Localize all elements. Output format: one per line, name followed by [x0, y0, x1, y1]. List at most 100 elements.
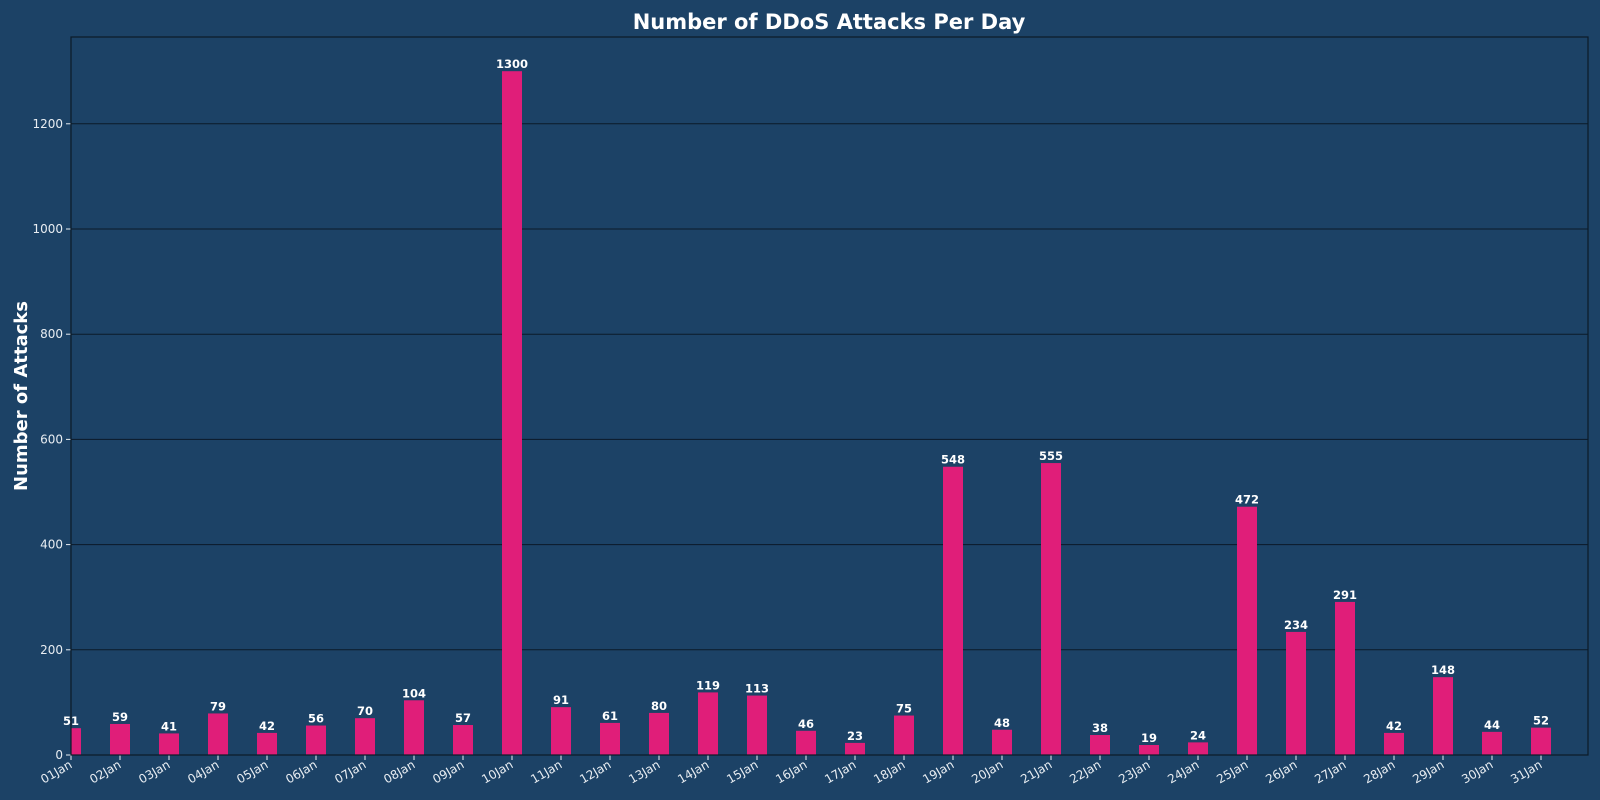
data-label-25Jan: 472: [1235, 493, 1259, 507]
data-label-11Jan: 91: [553, 693, 569, 707]
data-label-02Jan: 59: [112, 710, 128, 724]
x-tick-label-07Jan: 07Jan: [332, 757, 368, 786]
bar-05Jan: [257, 732, 277, 755]
y-tick-label: 200: [40, 643, 63, 657]
data-label-12Jan: 61: [602, 709, 618, 723]
bar-10Jan: [502, 71, 522, 755]
data-label-28Jan: 42: [1386, 719, 1402, 733]
plot-frame: [70, 36, 1589, 756]
x-tick-label-06Jan: 06Jan: [283, 757, 319, 786]
data-label-29Jan: 148: [1431, 663, 1455, 677]
bar-19Jan: [943, 466, 963, 755]
x-tick-label-11Jan: 11Jan: [528, 757, 564, 786]
bar-11Jan: [551, 707, 571, 755]
data-label-21Jan: 555: [1039, 449, 1063, 463]
x-tick-label-16Jan: 16Jan: [773, 757, 809, 786]
x-tick-label-29Jan: 29Jan: [1410, 757, 1446, 786]
bar-01Jan: [71, 728, 81, 755]
x-tick-label-26Jan: 26Jan: [1263, 757, 1299, 786]
bar-29Jan: [1433, 677, 1453, 755]
x-tick-label-28Jan: 28Jan: [1361, 757, 1397, 786]
y-tick-label: 1200: [32, 117, 63, 131]
data-label-30Jan: 44: [1484, 718, 1500, 732]
bars: [71, 71, 1551, 755]
data-label-10Jan: 1300: [496, 57, 528, 71]
bar-27Jan: [1335, 601, 1355, 755]
y-axis-label: Number of Attacks: [11, 301, 32, 491]
y-tick-label: 800: [40, 327, 63, 341]
x-tick-label-24Jan: 24Jan: [1165, 757, 1201, 786]
x-tick-label-19Jan: 19Jan: [920, 757, 956, 786]
x-tick-label-13Jan: 13Jan: [626, 757, 662, 786]
x-tick-label-04Jan: 04Jan: [185, 757, 221, 786]
bar-21Jan: [1041, 463, 1061, 755]
x-tick-label-10Jan: 10Jan: [479, 757, 515, 786]
x-tick-label-03Jan: 03Jan: [136, 757, 172, 786]
bar-17Jan: [845, 742, 865, 755]
data-label-04Jan: 79: [210, 699, 226, 713]
bar-31Jan: [1531, 727, 1551, 755]
x-tick-label-25Jan: 25Jan: [1214, 757, 1250, 786]
y-tick-label: 400: [40, 538, 63, 552]
data-label-07Jan: 70: [357, 704, 373, 718]
data-label-16Jan: 46: [798, 717, 814, 731]
x-tick-label-12Jan: 12Jan: [577, 757, 613, 786]
bar-20Jan: [992, 729, 1012, 755]
bar-03Jan: [159, 733, 179, 755]
x-tick-label-21Jan: 21Jan: [1018, 757, 1054, 786]
x-tick-label-22Jan: 22Jan: [1067, 757, 1103, 786]
bar-08Jan: [404, 700, 424, 755]
chart-title: Number of DDoS Attacks Per Day: [633, 10, 1026, 34]
data-label-03Jan: 41: [161, 719, 177, 733]
bar-15Jan: [747, 695, 767, 755]
data-label-15Jan: 113: [745, 682, 769, 696]
x-tick-label-23Jan: 23Jan: [1116, 757, 1152, 786]
bar-13Jan: [649, 712, 669, 755]
x-tick-label-20Jan: 20Jan: [969, 757, 1005, 786]
x-tick-label-27Jan: 27Jan: [1312, 757, 1348, 786]
data-label-14Jan: 119: [696, 678, 720, 692]
data-label-05Jan: 42: [259, 719, 275, 733]
data-label-19Jan: 548: [941, 453, 965, 467]
data-label-17Jan: 23: [847, 729, 863, 743]
bar-04Jan: [208, 713, 228, 755]
y-tick-label: 0: [55, 748, 63, 762]
data-label-20Jan: 48: [994, 716, 1010, 730]
data-label-24Jan: 24: [1190, 728, 1206, 742]
x-tick-label-08Jan: 08Jan: [381, 757, 417, 786]
plot-area: [71, 37, 1588, 755]
data-label-08Jan: 104: [402, 686, 426, 700]
x-tick-label-14Jan: 14Jan: [675, 757, 711, 786]
x-tick-label-05Jan: 05Jan: [234, 757, 270, 786]
bar-24Jan: [1188, 742, 1208, 755]
x-tick-label-15Jan: 15Jan: [724, 757, 760, 786]
data-label-22Jan: 38: [1092, 721, 1108, 735]
bar-28Jan: [1384, 732, 1404, 755]
bar-25Jan: [1237, 506, 1257, 755]
x-tick-label-30Jan: 30Jan: [1459, 757, 1495, 786]
y-tick-label: 600: [40, 432, 63, 446]
data-label-31Jan: 52: [1533, 714, 1549, 728]
bar-18Jan: [894, 715, 914, 755]
y-tick-label: 1000: [32, 222, 63, 236]
bar-30Jan: [1482, 731, 1502, 755]
x-tick-label-09Jan: 09Jan: [430, 757, 466, 786]
bar-02Jan: [110, 723, 130, 755]
data-label-09Jan: 57: [455, 711, 471, 725]
x-tick-label-02Jan: 02Jan: [87, 757, 123, 786]
bar-09Jan: [453, 725, 473, 755]
bar-06Jan: [306, 725, 326, 755]
x-tick-label-31Jan: 31Jan: [1508, 757, 1544, 786]
bar-22Jan: [1090, 735, 1110, 755]
data-label-27Jan: 291: [1333, 588, 1357, 602]
data-label-13Jan: 80: [651, 699, 667, 713]
bar-12Jan: [600, 722, 620, 755]
data-label-06Jan: 56: [308, 712, 324, 726]
x-tick-label-17Jan: 17Jan: [822, 757, 858, 786]
data-label-23Jan: 19: [1141, 731, 1157, 745]
x-tick-label-18Jan: 18Jan: [871, 757, 907, 786]
data-label-18Jan: 75: [896, 702, 912, 716]
